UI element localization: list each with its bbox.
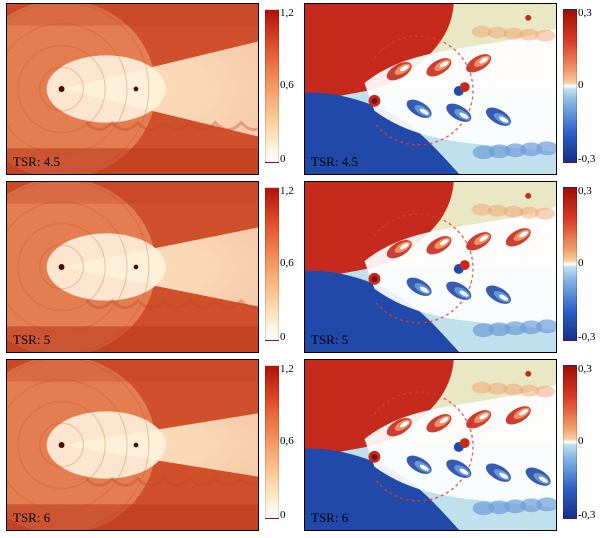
velocity-panel-tsr-6: TSR: 6 (6, 359, 259, 531)
vorticity-colorbar: 0,3 0 -0,3 (561, 3, 598, 175)
velocity-colorbar: 1,2 0,6 0 (263, 3, 300, 175)
velocity-tick-label: 0,6 (280, 257, 294, 269)
velocity-tick-label: 1,2 (280, 363, 294, 375)
vorticity-tick-label: 0,3 (578, 7, 592, 19)
vorticity-tick-label: 0,3 (578, 185, 592, 197)
panel-tsr-label: TSR: 4.5 (311, 154, 358, 170)
vorticity-tick-label: 0,3 (578, 363, 592, 375)
velocity-tick-label: 0,6 (280, 79, 294, 91)
vorticity-tick-label: -0,3 (578, 331, 595, 343)
velocity-panel-tsr-4.5: TSR: 4.5 (6, 3, 259, 175)
velocity-colorbar-strip (265, 9, 279, 163)
velocity-tick-label: 0 (280, 331, 286, 343)
panel-tsr-label: TSR: 5 (311, 332, 348, 348)
velocity-tick-label: 1,2 (280, 7, 294, 19)
panel-tsr-label: TSR: 5 (13, 332, 50, 348)
vorticity-panel-tsr-6: TSR: 6 (304, 359, 557, 531)
velocity-colorbar-strip (265, 365, 279, 519)
panel-tsr-label: TSR: 6 (13, 510, 50, 526)
velocity-tick-label: 1,2 (280, 185, 294, 197)
panel-tsr-label: TSR: 6 (311, 510, 348, 526)
vorticity-tick-label: -0,3 (578, 509, 595, 521)
panel-tsr-label: TSR: 4.5 (13, 154, 60, 170)
vorticity-colorbar-strip (563, 9, 577, 163)
vorticity-tick-label: 0 (578, 79, 584, 91)
velocity-tick-label: 0,6 (280, 435, 294, 447)
vorticity-tick-label: 0 (578, 257, 584, 269)
velocity-panel-tsr-5: TSR: 5 (6, 181, 259, 353)
vorticity-colorbar-strip (563, 187, 577, 341)
vorticity-tick-label: -0,3 (578, 153, 595, 165)
vorticity-panel-tsr-4.5: TSR: 4.5 (304, 3, 557, 175)
velocity-tick-label: 0 (280, 509, 286, 521)
vorticity-colorbar: 0,3 0 -0,3 (561, 181, 598, 353)
velocity-tick-label: 0 (280, 153, 286, 165)
velocity-colorbar-strip (265, 187, 279, 341)
vorticity-tick-label: 0 (578, 435, 584, 447)
velocity-colorbar: 1,2 0,6 0 (263, 359, 300, 531)
vorticity-panel-tsr-5: TSR: 5 (304, 181, 557, 353)
vorticity-colorbar: 0,3 0 -0,3 (561, 359, 598, 531)
vorticity-colorbar-strip (563, 365, 577, 519)
velocity-colorbar: 1,2 0,6 0 (263, 181, 300, 353)
